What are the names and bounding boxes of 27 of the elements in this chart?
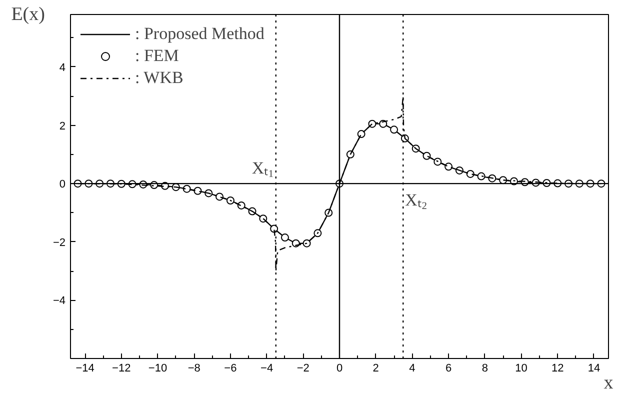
x-tick-label: −10 (148, 362, 168, 374)
x-tick-label: 12 (551, 362, 564, 374)
x-tick-label: −8 (188, 362, 200, 374)
x-tick-label: −4 (260, 362, 274, 374)
x-tick-label: −12 (112, 362, 131, 374)
x-tick-label: 0 (336, 362, 343, 374)
x-axis-title: x (604, 372, 614, 394)
legend-label: : WKB (135, 68, 184, 88)
x-tick-label: −6 (224, 362, 237, 374)
x-tick-label: 14 (588, 362, 600, 374)
x-tick-label: 2 (372, 362, 379, 374)
x-tick-label: 4 (409, 362, 416, 374)
y-tick-label: 0 (59, 178, 66, 191)
x-tick-label: 10 (515, 362, 528, 374)
y-tick-label: −2 (52, 236, 66, 249)
x-tick-label: 8 (482, 362, 488, 374)
ref-line-label: Xₜ₂ (405, 190, 428, 210)
y-tick-label: −4 (52, 295, 66, 308)
y-tick-label: 4 (59, 62, 66, 74)
legend-label: : FEM (135, 46, 179, 66)
y-tick-label: 2 (59, 120, 66, 132)
legend-label: : Proposed Method (135, 24, 264, 44)
x-tick-label: −14 (76, 362, 94, 374)
x-tick-label: −2 (296, 362, 310, 374)
x-tick-label: 6 (445, 362, 452, 374)
y-axis-title: E(x) (11, 4, 45, 25)
ref-line-label: Xₜ₁ (252, 158, 274, 178)
